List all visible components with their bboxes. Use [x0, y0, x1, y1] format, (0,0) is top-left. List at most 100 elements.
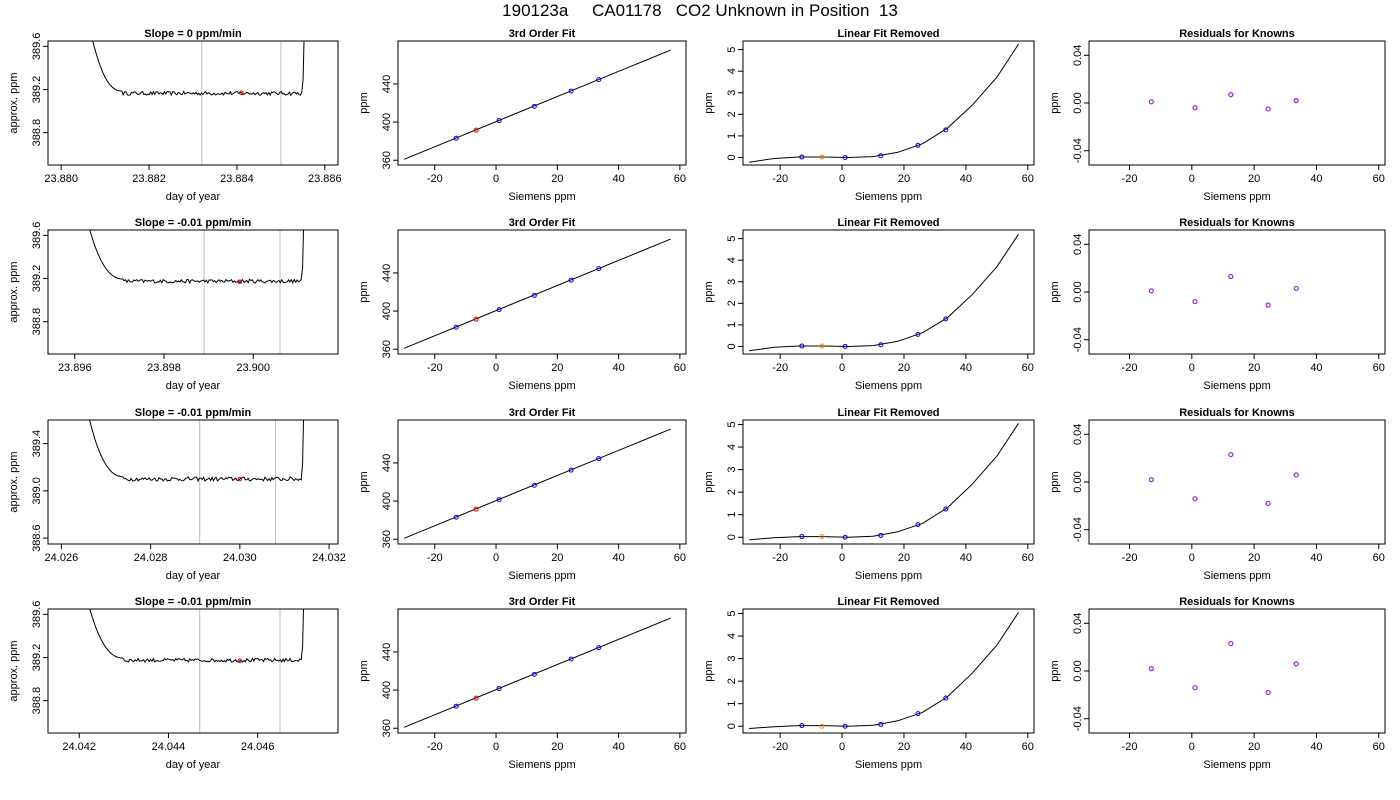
x-axis-label: Siemens ppm — [508, 570, 575, 582]
residual-point — [1293, 472, 1299, 478]
known-point — [915, 142, 921, 148]
trace-line — [89, 609, 304, 664]
x-tick-label: 0 — [1189, 741, 1195, 753]
known-point — [878, 153, 884, 159]
trace-line — [92, 41, 305, 97]
y-tick-label: 0.00 — [1072, 281, 1084, 302]
y-tick-label: 400 — [381, 492, 393, 510]
x-tick-label: 23.898 — [147, 362, 181, 374]
x-tick-label: 20 — [898, 552, 910, 564]
x-tick-label: 60 — [1022, 173, 1034, 185]
known-point — [496, 307, 502, 313]
x-tick-label: 0 — [839, 741, 845, 753]
panel-1-3: Linear Fit Removed -20 0 20 40 60 0 1 2 3 4 5 Siemen… — [703, 28, 1035, 203]
known-point — [842, 534, 848, 540]
unknown-point — [473, 506, 479, 512]
known-point — [453, 703, 459, 709]
known-point — [799, 343, 805, 349]
unknown-point — [819, 154, 825, 160]
plot-area — [89, 420, 305, 544]
known-point — [496, 497, 502, 503]
x-axis-label: Siemens ppm — [855, 759, 922, 771]
y-tick-label: 360 — [381, 530, 393, 548]
residual-point — [1293, 98, 1299, 104]
x-tick-label: 0 — [839, 362, 845, 374]
plot-area — [89, 230, 304, 354]
plot-area — [403, 49, 671, 160]
y-tick-label: 4 — [726, 68, 738, 74]
residual-point — [1192, 496, 1198, 502]
plot-frame — [47, 40, 339, 166]
y-tick-label: 389.0 — [31, 477, 43, 505]
x-tick-label: -20 — [1122, 741, 1138, 753]
known-point — [842, 154, 848, 160]
plot-area — [1148, 451, 1299, 507]
known-point — [915, 711, 921, 717]
plot-area — [749, 234, 1019, 352]
residual-point — [1192, 105, 1198, 111]
y-axis-label: ppm — [1049, 471, 1061, 492]
y-tick-label: 440 — [381, 643, 393, 661]
panel-2-1: Slope = -0.01 ppm/min 23.896 23.898 23.900 3… — [8, 217, 339, 392]
known-point — [878, 532, 884, 538]
x-tick-label: 24.032 — [312, 552, 346, 564]
unknown-point — [819, 534, 825, 540]
residual-point — [1192, 298, 1198, 305]
y-tick-label: 388.8 — [31, 687, 43, 715]
panel-2-3: Linear Fit Removed -20 0 20 40 60 0 1 2 3 4 5 Siemen… — [703, 217, 1035, 392]
y-tick-label: 2 — [726, 678, 738, 684]
panel-3-1: Slope = -0.01 ppm/min 24.026 24.028 24.030 2… — [8, 407, 346, 582]
x-tick-label: 60 — [1373, 552, 1385, 564]
unknown-point — [819, 343, 825, 349]
x-tick-label: 24.030 — [223, 552, 257, 564]
y-tick-label: -0.04 — [1072, 138, 1084, 163]
panel-1-1: Slope = 0 ppm/min 23.880 23.882 23.884 23.88… — [8, 28, 342, 203]
y-tick-label: 389.2 — [31, 644, 43, 672]
panel-2-4: Residuals for Knowns -20 0 20 40 60 -0.04 0.00 0… — [1049, 217, 1386, 392]
panel-4-4: Residuals for Knowns -20 0 20 40 60 -0.04 0.00 0… — [1049, 596, 1386, 771]
x-tick-label: 60 — [1022, 552, 1034, 564]
y-tick-label: 4 — [726, 257, 738, 263]
known-point — [799, 723, 805, 729]
y-tick-label: 0.04 — [1072, 613, 1084, 634]
panel-4-2: 3rd Order Fit -20 0 20 40 60 360 400 440 Siemens … — [358, 596, 687, 771]
x-tick-label: 23.882 — [132, 173, 166, 185]
known-point — [799, 534, 805, 540]
y-tick-label: -0.04 — [1072, 706, 1084, 731]
residual-point — [1192, 685, 1198, 691]
panel-title: Slope = 0 ppm/min — [144, 28, 242, 40]
x-axis-label: Siemens ppm — [1203, 191, 1270, 203]
y-tick-label: 0 — [726, 154, 738, 160]
y-axis-label: approx. ppm — [8, 640, 20, 701]
residual-point — [1293, 285, 1299, 292]
residual-curve — [749, 234, 1019, 352]
unknown-point — [473, 695, 479, 701]
y-tick-label: 360 — [381, 719, 393, 737]
x-axis-label: day of year — [166, 380, 221, 392]
plot-area — [89, 609, 304, 733]
x-tick-label: 0 — [839, 173, 845, 185]
x-tick-label: 23.884 — [220, 173, 254, 185]
panel-title: Linear Fit Removed — [837, 407, 939, 419]
residual-point — [1148, 477, 1154, 483]
known-point — [453, 135, 459, 141]
y-tick-label: 360 — [381, 151, 393, 169]
x-tick-label: -20 — [1122, 173, 1138, 185]
plot-area — [749, 612, 1019, 729]
residual-point — [1265, 302, 1271, 308]
plot-area — [1148, 92, 1299, 112]
x-tick-label: -20 — [772, 552, 788, 564]
x-tick-label: 60 — [1373, 741, 1385, 753]
y-tick-label: 0.04 — [1072, 424, 1084, 445]
panel-1-2: 3rd Order Fit -20 0 20 40 60 360 400 440 Siemens … — [358, 28, 687, 203]
x-tick-label: 40 — [960, 552, 972, 564]
panel-title: Residuals for Knowns — [1179, 28, 1295, 40]
x-tick-label: 60 — [1373, 362, 1385, 374]
panel-3-3: Linear Fit Removed -20 0 20 40 60 0 1 2 3 4 5 Siemen… — [703, 407, 1035, 582]
known-point — [568, 467, 574, 473]
y-tick-label: 0.00 — [1072, 660, 1084, 681]
x-axis-label: Siemens ppm — [508, 759, 575, 771]
y-tick-label: 400 — [381, 681, 393, 699]
known-point — [531, 103, 537, 109]
panel-title: Linear Fit Removed — [837, 28, 939, 40]
